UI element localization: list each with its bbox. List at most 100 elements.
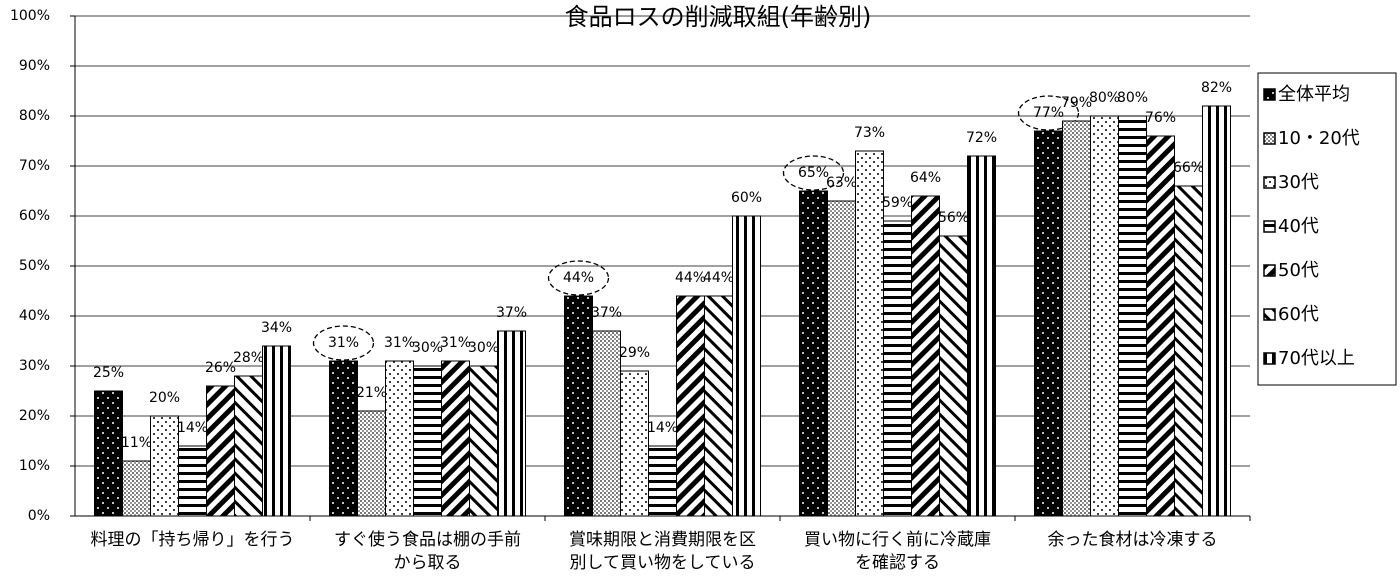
- legend-label: 全体平均: [1278, 84, 1350, 105]
- bar: [827, 200, 856, 517]
- y-tick-label: 20%: [19, 408, 50, 424]
- bar: [967, 155, 996, 517]
- value-label: 14%: [647, 420, 678, 436]
- bar: [441, 360, 470, 517]
- value-label: 44%: [675, 270, 706, 286]
- value-label: 56%: [938, 210, 969, 226]
- bar: [1146, 135, 1175, 517]
- y-tick-label: 30%: [19, 358, 50, 374]
- value-label: 73%: [854, 125, 885, 141]
- bar: [732, 215, 761, 517]
- value-label: 82%: [1201, 80, 1232, 96]
- legend-label: 60代: [1278, 304, 1319, 325]
- legend-swatch: [1263, 352, 1276, 365]
- legend-label: 10・20代: [1278, 128, 1360, 149]
- bar: [648, 445, 677, 517]
- bar: [592, 330, 621, 517]
- value-label: 77%: [1033, 105, 1064, 121]
- value-label: 21%: [356, 385, 387, 401]
- y-tick-label: 10%: [19, 458, 50, 474]
- value-label: 76%: [1145, 110, 1176, 126]
- value-label: 30%: [412, 340, 443, 356]
- chart-title: 食品ロスの削減取組(年齢別): [565, 3, 872, 31]
- legend-box: [1257, 72, 1397, 386]
- bar: [799, 190, 828, 517]
- y-tick-label: 90%: [19, 58, 50, 74]
- value-label: 25%: [93, 365, 124, 381]
- value-label: 11%: [121, 435, 152, 451]
- highlight-ellipse: [312, 325, 375, 361]
- value-label: 72%: [966, 130, 997, 146]
- value-label: 31%: [440, 335, 471, 351]
- value-label: 37%: [591, 305, 622, 321]
- value-label: 31%: [328, 335, 359, 351]
- bar: [469, 365, 498, 517]
- bar: [357, 410, 386, 517]
- legend-swatch: [1263, 88, 1276, 101]
- bar: [564, 295, 593, 517]
- bar: [883, 220, 912, 517]
- value-label: 64%: [910, 170, 941, 186]
- y-tick-label: 0%: [28, 508, 50, 524]
- x-tick-label: すぐ使う食品は棚の手前から取る: [334, 529, 521, 573]
- legend-swatch: [1263, 264, 1276, 277]
- legend-swatch: [1263, 176, 1276, 189]
- x-tick-label: 賞味期限と消費期限を区別して買い物をしている: [569, 530, 756, 573]
- value-label: 66%: [1173, 160, 1204, 176]
- value-label: 30%: [468, 340, 499, 356]
- bar: [1174, 185, 1203, 517]
- bar: [676, 295, 705, 517]
- x-tick-label: 買い物に行く前に冷蔵庫を確認する: [804, 530, 991, 573]
- bar: [385, 360, 414, 517]
- bar: [150, 415, 179, 517]
- bar: [122, 460, 151, 517]
- value-label: 65%: [798, 165, 829, 181]
- value-label: 28%: [233, 350, 264, 366]
- bar: [1090, 115, 1119, 517]
- bar: [704, 295, 733, 517]
- bar: [262, 345, 291, 517]
- value-label: 37%: [496, 305, 527, 321]
- y-tick-label: 70%: [19, 158, 50, 174]
- value-label: 34%: [261, 320, 292, 336]
- legend-swatch: [1263, 220, 1276, 233]
- legend-swatch: [1263, 132, 1276, 145]
- legend-label: 70代以上: [1278, 348, 1355, 369]
- value-label: 29%: [619, 345, 650, 361]
- bar: [1062, 120, 1091, 517]
- bar: [206, 385, 235, 517]
- value-label: 44%: [703, 270, 734, 286]
- value-label: 14%: [177, 420, 208, 436]
- bar: [234, 375, 263, 517]
- legend-label: 40代: [1278, 216, 1319, 237]
- y-tick-label: 60%: [19, 208, 50, 224]
- value-label: 80%: [1117, 90, 1148, 106]
- bar: [413, 365, 442, 517]
- value-label: 79%: [1061, 95, 1092, 111]
- bar: [1034, 130, 1063, 517]
- bar: [1202, 105, 1231, 517]
- bar: [911, 195, 940, 517]
- bar: [329, 360, 358, 517]
- value-label: 59%: [882, 195, 913, 211]
- legend-label: 30代: [1278, 172, 1319, 193]
- bar: [178, 445, 207, 517]
- y-tick-label: 80%: [19, 108, 50, 124]
- bar: [497, 330, 526, 517]
- value-label: 20%: [149, 390, 180, 406]
- bar: [939, 235, 968, 517]
- legend-label: 50代: [1278, 260, 1319, 281]
- value-label: 31%: [384, 335, 415, 351]
- bar: [855, 150, 884, 517]
- bar: [94, 390, 123, 517]
- value-label: 44%: [563, 270, 594, 286]
- x-tick-label: 料理の「持ち帰り」を行う: [91, 530, 295, 550]
- bar: [620, 370, 649, 517]
- value-label: 80%: [1089, 90, 1120, 106]
- highlight-ellipse: [782, 155, 845, 191]
- value-label: 60%: [731, 190, 762, 206]
- y-tick-label: 50%: [19, 258, 50, 274]
- value-label: 26%: [205, 360, 236, 376]
- y-tick-label: 100%: [10, 8, 50, 24]
